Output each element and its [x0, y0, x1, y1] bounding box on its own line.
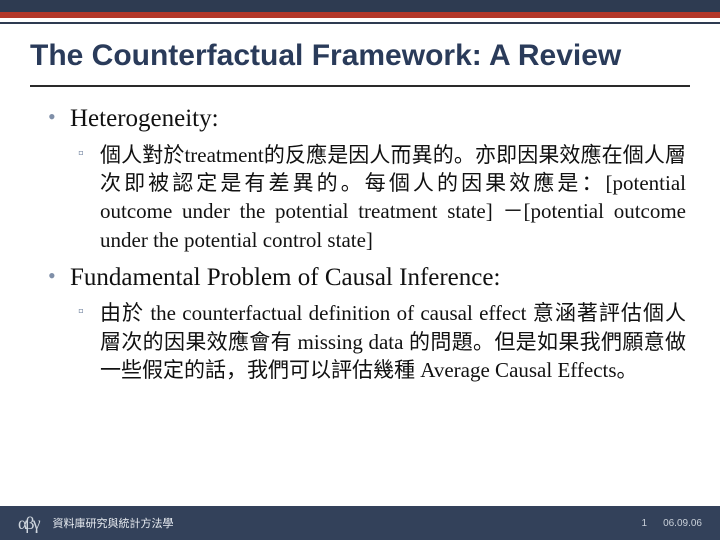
slide-title: The Counterfactual Framework: A Review [30, 38, 690, 73]
footer-date: 06.09.06 [663, 518, 702, 529]
footer-bar: αβγ 資料庫研究與統計方法學 1 06.09.06 [0, 506, 720, 540]
content-area: Heterogeneity: 個人對於treatment的反應是因人而異的。亦即… [0, 87, 720, 506]
footer-page-number: 1 [642, 518, 648, 529]
title-area: The Counterfactual Framework: A Review [0, 24, 720, 79]
bullet-heterogeneity-heading: Heterogeneity: [48, 103, 686, 134]
footer-course-title: 資料庫研究與統計方法學 [53, 515, 174, 531]
bullet-heterogeneity-body: 個人對於treatment的反應是因人而異的。亦即因果效應在個人層次即被認定是有… [48, 141, 686, 254]
slide: The Counterfactual Framework: A Review H… [0, 0, 720, 540]
header-band-dark [0, 0, 720, 12]
bullet-fpci-body: 由於 the counterfactual definition of caus… [48, 299, 686, 384]
bullet-fpci-heading: Fundamental Problem of Causal Inference: [48, 262, 686, 293]
footer-logo: αβγ [18, 513, 39, 534]
header-band-accent [0, 12, 720, 18]
